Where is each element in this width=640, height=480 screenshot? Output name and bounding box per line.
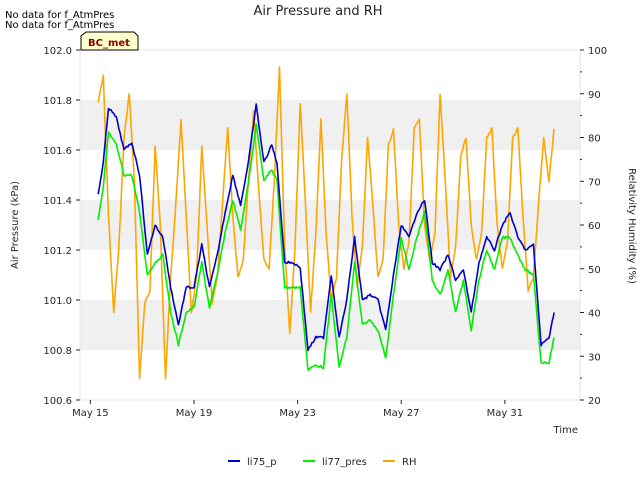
y2-axis-label: Relativity Humidity (%) (626, 168, 637, 284)
site-badge-label: BC_met (88, 38, 130, 49)
y-tick-label: 100.6 (43, 396, 72, 407)
y2-tick-label: 90 (588, 90, 601, 101)
y-tick-label: 101.6 (43, 146, 72, 157)
y-tick-label: 101.8 (43, 96, 72, 107)
legend: li75_p li77_pres RH (228, 457, 416, 468)
site-badge: BC_met (80, 31, 139, 51)
y-tick-label: 100.8 (43, 346, 72, 357)
y2-tick-label: 20 (588, 396, 601, 407)
x-tick-label: May 19 (176, 408, 213, 419)
series-line-li77-pres (97, 123, 555, 372)
x-tick-label: May 23 (279, 408, 316, 419)
y-tick-label: 101.2 (43, 246, 72, 257)
chart-title: Air Pressure and RH (253, 4, 382, 19)
series-layer (97, 66, 555, 380)
y2-tick-label: 60 (588, 221, 601, 232)
series-line-RH (97, 66, 555, 380)
y2-tick-label: 70 (588, 177, 601, 188)
y-axis-label: Air Pressure (kPa) (10, 181, 21, 269)
no-data-note: No data for f_AtmPres (5, 20, 114, 31)
x-tick-label: May 15 (72, 408, 109, 419)
y2-tick-label: 30 (588, 352, 601, 363)
x-tick-label: May 31 (487, 408, 524, 419)
y-tick-label: 101.4 (43, 196, 72, 207)
legend-label: RH (402, 457, 416, 468)
no-data-note: No data for f_AtmPres (5, 10, 114, 21)
background-band (80, 100, 580, 150)
y2-tick-label: 40 (588, 309, 601, 320)
series-line-li75-p (97, 103, 555, 352)
x-tick-label: May 27 (383, 408, 420, 419)
y-tick-label: 101.0 (43, 296, 72, 307)
x-axis-label: Time (553, 425, 578, 436)
legend-label: li77_pres (322, 457, 367, 468)
y2-tick-label: 50 (588, 265, 601, 276)
legend-label: li75_p (247, 457, 277, 468)
y2-tick-label: 80 (588, 134, 601, 145)
y2-tick-label: 100 (588, 46, 607, 57)
ticks-layer: 100.6 100.8 101.0 101.2 101.4 101.6 101.8 102.0… (43, 46, 607, 419)
y-tick-label: 102.0 (43, 46, 72, 57)
